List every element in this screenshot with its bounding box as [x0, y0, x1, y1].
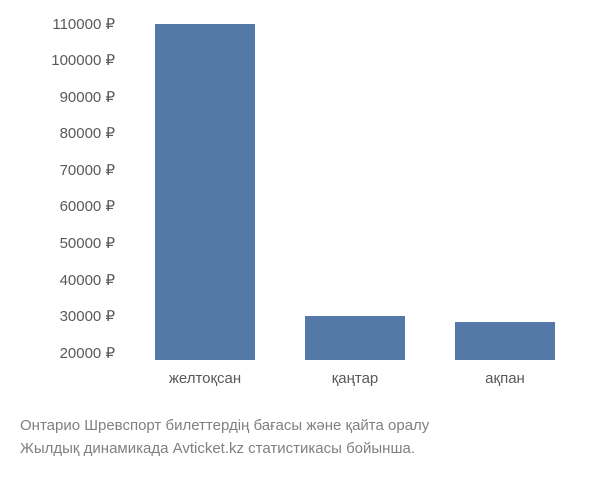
y-tick-label: 110000 ₽	[20, 15, 115, 33]
chart-container: 20000 ₽ 30000 ₽ 40000 ₽ 50000 ₽ 60000 ₽ 70000…	[20, 20, 580, 400]
bar	[455, 322, 555, 360]
y-tick-label: 100000 ₽	[20, 51, 115, 69]
bar	[305, 316, 405, 360]
x-axis-label: желтоқсан	[135, 370, 275, 387]
y-tick-label: 50000 ₽	[20, 234, 115, 252]
y-tick-label: 70000 ₽	[20, 161, 115, 179]
x-axis-label: ақпан	[435, 370, 575, 387]
y-tick-label: 90000 ₽	[20, 88, 115, 106]
caption-line-2: Жылдық динамикада Avticket.kz статистика…	[20, 438, 580, 461]
bar	[155, 24, 255, 360]
y-tick-label: 40000 ₽	[20, 271, 115, 289]
x-axis: желтоқсанқаңтарақпан	[125, 365, 570, 395]
y-axis: 20000 ₽ 30000 ₽ 40000 ₽ 50000 ₽ 60000 ₽ 70000…	[20, 20, 115, 360]
y-tick-label: 20000 ₽	[20, 344, 115, 362]
y-tick-label: 80000 ₽	[20, 124, 115, 142]
chart-caption: Онтарио Шревспорт билеттердің бағасы жән…	[20, 415, 580, 460]
plot-area	[125, 20, 570, 360]
x-axis-label: қаңтар	[285, 370, 425, 387]
y-tick-label: 60000 ₽	[20, 197, 115, 215]
caption-line-1: Онтарио Шревспорт билеттердің бағасы жән…	[20, 415, 580, 438]
y-tick-label: 30000 ₽	[20, 307, 115, 325]
